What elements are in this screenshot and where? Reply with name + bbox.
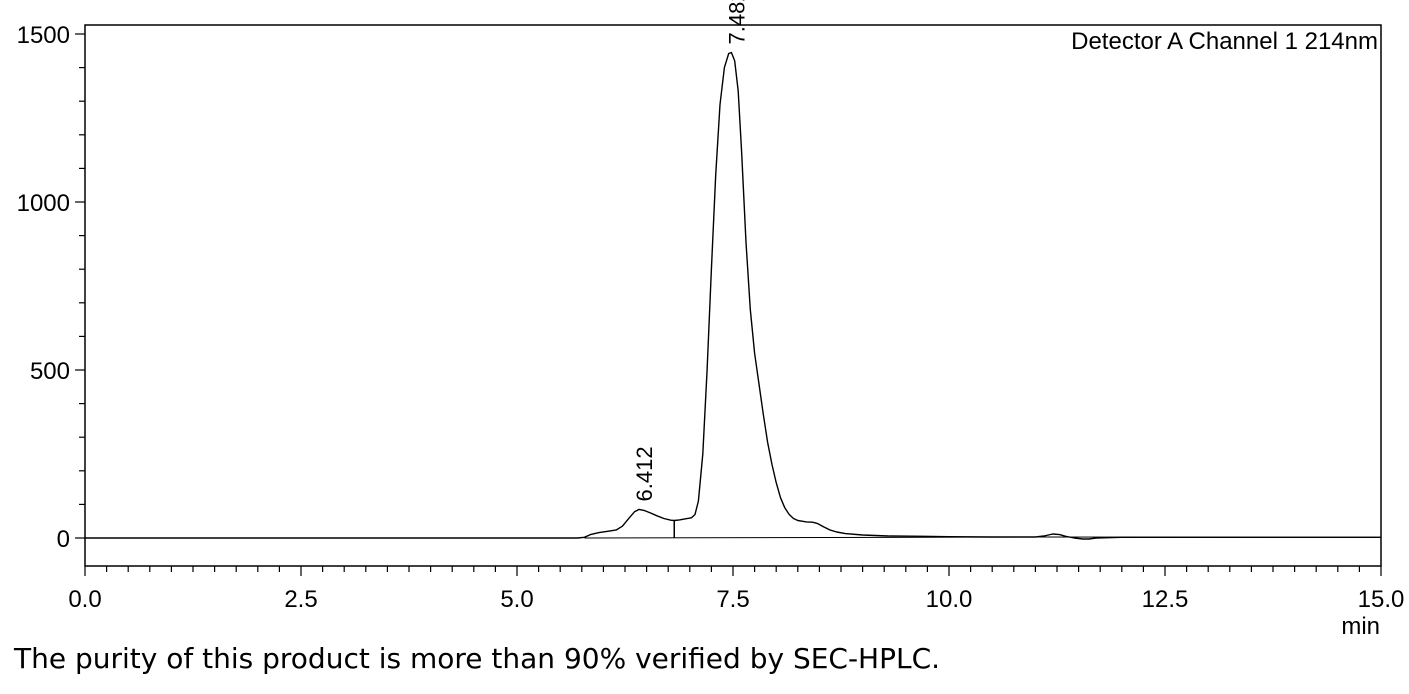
y-tick-label: 1500 bbox=[17, 22, 70, 49]
x-tick-label: 12.5 bbox=[1142, 586, 1189, 613]
x-axis-unit-label: min bbox=[1341, 613, 1380, 640]
peak-label: 7.482 bbox=[724, 0, 749, 44]
series-layer bbox=[85, 51, 1381, 540]
x-tick-label: 0.0 bbox=[68, 586, 101, 613]
purity-caption: The purity of this product is more than … bbox=[14, 642, 941, 675]
x-tick-label: 15.0 bbox=[1358, 586, 1405, 613]
y-tick-label: 0 bbox=[57, 526, 70, 553]
detector-legend: Detector A Channel 1 214nm bbox=[1071, 28, 1378, 55]
y-axis: 0 500 1000 1500 bbox=[17, 22, 85, 553]
x-tick-label: 7.5 bbox=[716, 586, 749, 613]
x-tick-label: 5.0 bbox=[500, 586, 533, 613]
integration-baseline-layer bbox=[584, 520, 1382, 539]
x-tick-label: 10.0 bbox=[926, 586, 973, 613]
x-tick-label: 2.5 bbox=[284, 586, 317, 613]
x-axis: 0.0 2.5 5.0 7.5 10.0 12.5 15.0 bbox=[68, 566, 1404, 613]
plot-frame bbox=[84, 24, 1382, 567]
peak-labels: 6.412 7.482 bbox=[632, 0, 749, 501]
y-tick-label: 500 bbox=[30, 358, 70, 385]
y-tick-label: 1000 bbox=[17, 190, 70, 217]
chromatogram-trace bbox=[85, 51, 1381, 540]
peak-label: 6.412 bbox=[632, 446, 657, 501]
chromatogram-chart: 0.0 2.5 5.0 7.5 10.0 12.5 15.0 0 500 1000 1500 6.… bbox=[17, 0, 1405, 640]
